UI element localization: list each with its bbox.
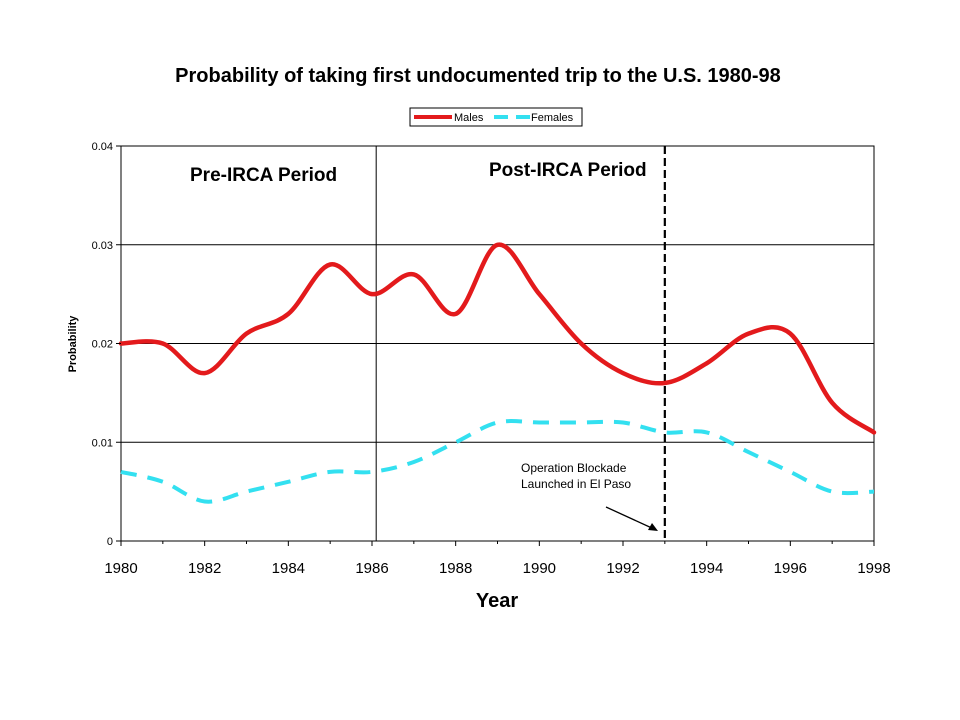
- y-axis-ticks: 0 0.01 0.02 0.03 0.04: [92, 141, 121, 548]
- x-tick-label: 1982: [188, 560, 221, 577]
- y-axis-label: Probability: [67, 315, 79, 373]
- x-axis-label: Year: [476, 590, 518, 612]
- plot-area: 00.010.020.030.04 1980 1982 1984 1986 1988 19…: [92, 141, 891, 577]
- annotation-arrow-head: [648, 523, 658, 531]
- y-tick-label: 0.03: [92, 240, 113, 252]
- annotation-line-2: Launched in El Paso: [521, 477, 631, 491]
- chart-title: Probability of taking first undocumented…: [175, 65, 781, 87]
- annotation-line-1: Operation Blockade: [521, 461, 627, 475]
- x-tick-label: 1998: [857, 560, 890, 577]
- x-tick-label: 1986: [355, 560, 388, 577]
- x-tick-label: 1980: [104, 560, 137, 577]
- x-tick-label: 1990: [523, 560, 556, 577]
- reference-lines: [375, 146, 666, 541]
- x-tick-label: 1996: [774, 560, 807, 577]
- y-tick-label: 0.02: [92, 339, 113, 351]
- annotation-arrow-shaft: [605, 506, 655, 530]
- legend: Males Females: [409, 107, 583, 127]
- legend-label-females: Females: [531, 112, 574, 124]
- x-tick-label: 1994: [690, 560, 723, 577]
- y-tick-label: 0.01: [92, 437, 113, 449]
- x-tick-label: 1984: [272, 560, 305, 577]
- series-layer: [118, 242, 877, 504]
- pre-irca-period-label: Pre-IRCA Period: [190, 165, 337, 186]
- y-tick-label: 0: [107, 536, 113, 548]
- x-tick-label: 1992: [606, 560, 639, 577]
- x-axis-ticks: 1980 1982 1984 1986 1988 1990 1992 1994 1996 1998: [104, 541, 891, 577]
- y-tick-label: 0.04: [92, 141, 113, 153]
- operation-blockade-annotation: Operation Blockade Launched in El Paso: [521, 461, 658, 531]
- series-line-males: [118, 242, 877, 435]
- x-tick-label: 1988: [439, 560, 472, 577]
- series-line-females: [120, 419, 875, 504]
- legend-label-males: Males: [454, 112, 484, 124]
- post-irca-period-label: Post-IRCA Period: [489, 160, 647, 181]
